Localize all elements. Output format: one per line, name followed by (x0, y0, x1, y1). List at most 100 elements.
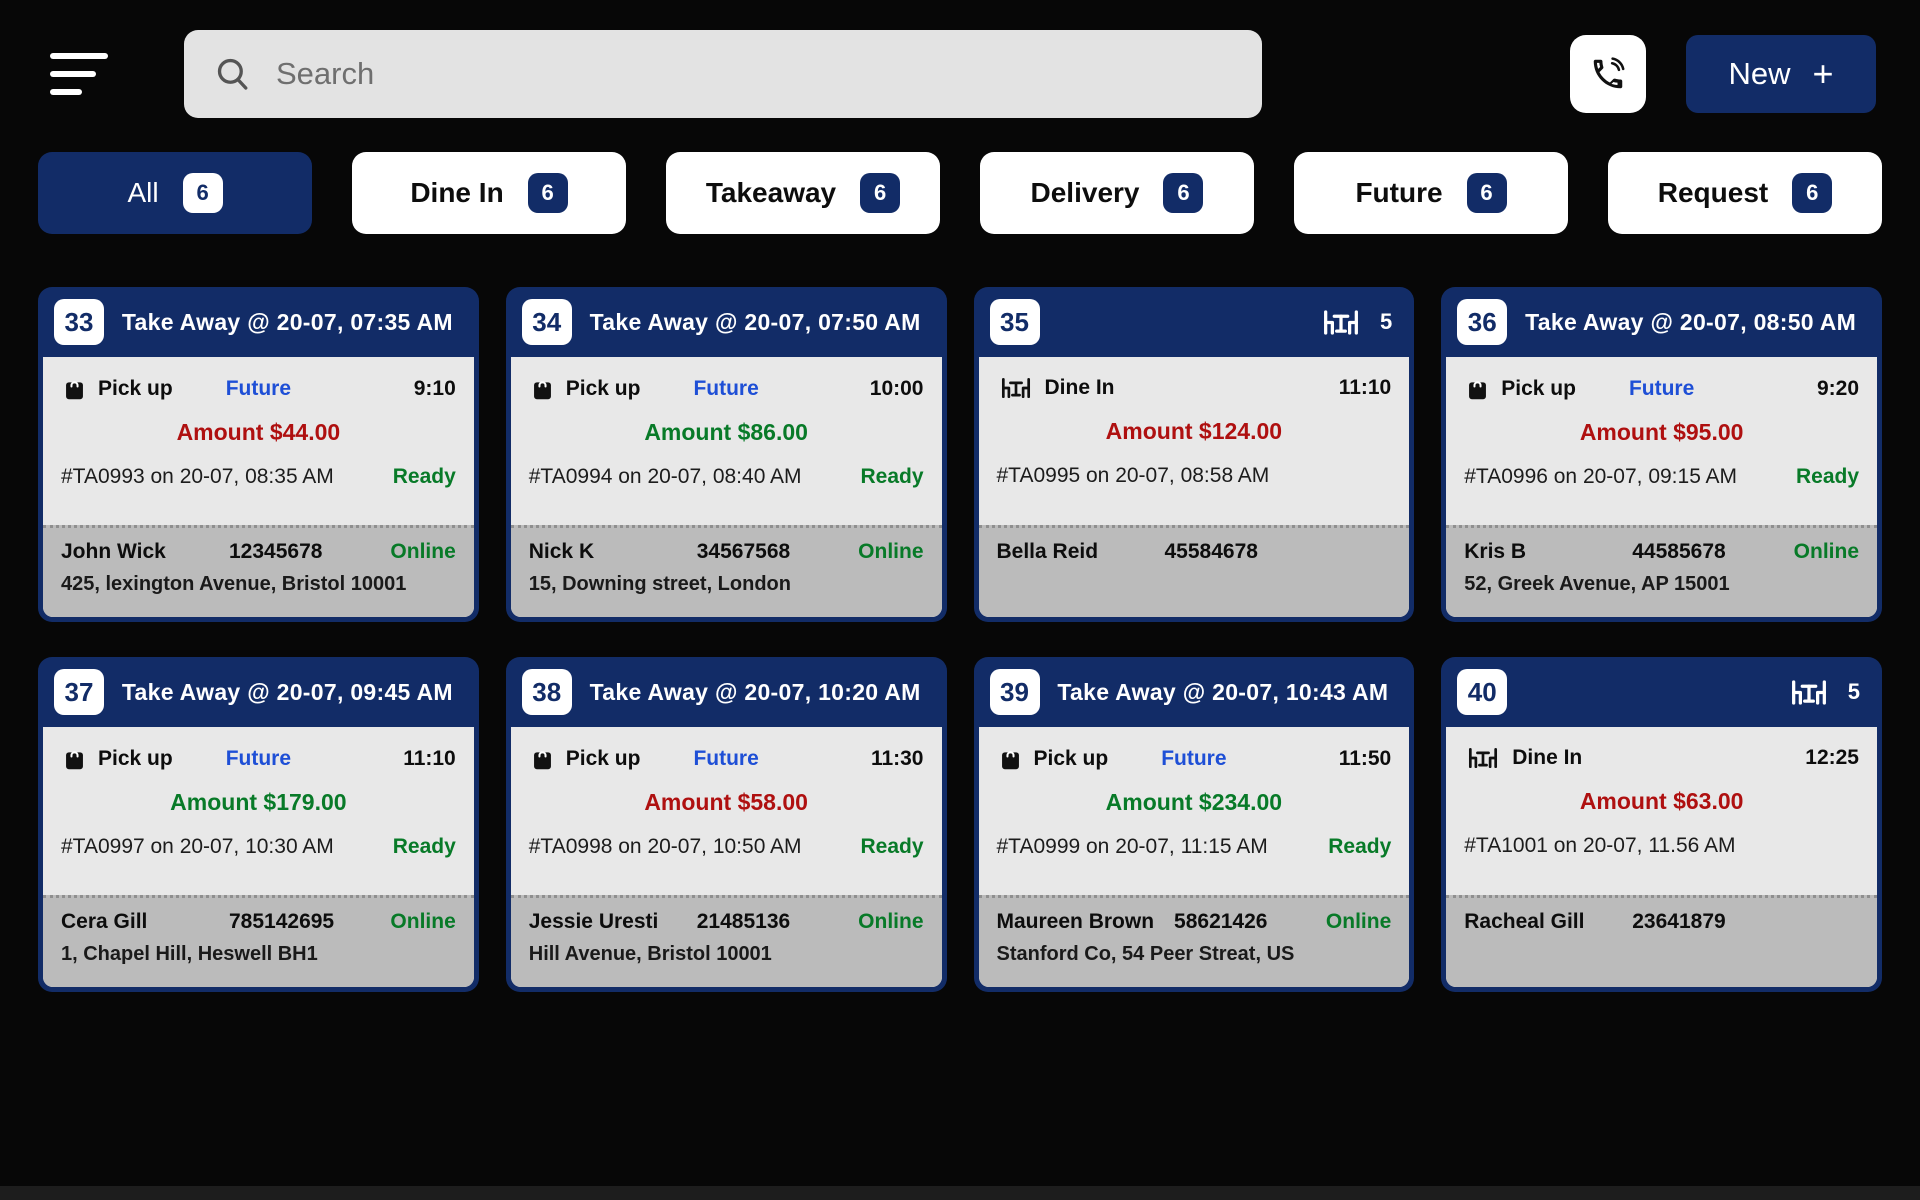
card-header: 37 Take Away @ 20-07, 09:45 AM (38, 657, 479, 727)
tab-dine-in[interactable]: Dine In 6 (352, 152, 626, 234)
bottom-bar (0, 1186, 1920, 1200)
due-time: 11:50 (1338, 746, 1392, 770)
pickup-bag-icon (529, 745, 556, 772)
status-badge: Ready (1795, 465, 1859, 488)
status-badge: Ready (860, 465, 924, 488)
customer-address: Stanford Co, 54 Peer Streat, US (996, 943, 1295, 965)
menu-line (50, 53, 108, 59)
table-number: 5 (1847, 679, 1860, 704)
customer-phone: 785142695 (229, 910, 335, 933)
search-input[interactable] (276, 56, 1234, 92)
future-tag: Future (225, 376, 292, 400)
new-order-button[interactable]: New + (1686, 35, 1876, 113)
customer-name: Nick K (528, 540, 595, 563)
service-label: Pick up (98, 746, 173, 770)
tab-delivery[interactable]: Delivery 6 (980, 152, 1254, 234)
customer-section: Nick K 34567568 Online 15, Downing stree… (510, 525, 942, 617)
new-button-label: New (1728, 56, 1791, 91)
order-ref: #TA0999 on 20-07, 11:15 AM (996, 835, 1268, 858)
tab-count-badge: 6 (182, 173, 223, 213)
pickup-bag-icon (61, 375, 88, 402)
order-ref: #TA0993 on 20-07, 08:35 AM (61, 465, 334, 488)
order-amount: Amount $86.00 (644, 419, 808, 445)
order-number-badge: 39 (989, 669, 1040, 715)
service-label: Pick up (98, 376, 173, 400)
card-header: 34 Take Away @ 20-07, 07:50 AM (506, 287, 947, 357)
due-time: 11:30 (870, 746, 924, 770)
status-badge: Ready (860, 835, 924, 858)
service-label: Dine In (1512, 746, 1583, 769)
tab-count-badge: 6 (1466, 173, 1507, 213)
customer-address: 425, lexington Avenue, Bristol 10001 (61, 573, 407, 595)
order-card-33[interactable]: 33 Take Away @ 20-07, 07:35 AM Pick up F… (38, 287, 479, 622)
order-card-36[interactable]: 36 Take Away @ 20-07, 08:50 AM Pick up F… (1441, 287, 1882, 622)
tab-takeaway[interactable]: Takeaway 6 (666, 152, 940, 234)
order-card-39[interactable]: 39 Take Away @ 20-07, 10:43 AM Pick up F… (973, 657, 1415, 992)
future-tag: Future (1628, 376, 1695, 400)
tab-count-badge: 6 (860, 173, 901, 213)
order-amount: Amount $124.00 (1105, 418, 1283, 444)
menu-line (50, 71, 96, 77)
tab-count-badge: 6 (1163, 173, 1204, 213)
customer-name: Racheal Gill (1464, 910, 1585, 933)
tab-future[interactable]: Future 6 (1294, 152, 1568, 234)
search-bar[interactable] (184, 30, 1262, 118)
plus-icon: + (1812, 53, 1834, 94)
customer-phone: 45584678 (1164, 540, 1258, 563)
orders-grid: 33 Take Away @ 20-07, 07:35 AM Pick up F… (0, 287, 1920, 992)
customer-section: Kris B 44585678 Online 52, Greek Avenue,… (1446, 525, 1877, 617)
card-header: 38 Take Away @ 20-07, 10:20 AM (506, 657, 947, 727)
order-amount: Amount $95.00 (1579, 419, 1744, 445)
customer-phone: 58621426 (1174, 910, 1268, 933)
future-tag: Future (1161, 746, 1227, 770)
order-card-38[interactable]: 38 Take Away @ 20-07, 10:20 AM Pick up F… (505, 657, 947, 992)
order-amount: Amount $179.00 (170, 789, 347, 815)
customer-phone: 12345678 (229, 540, 323, 563)
tab-all[interactable]: All 6 (38, 152, 312, 234)
customer-phone: 21485136 (696, 910, 791, 933)
top-bar: New + (0, 0, 1920, 120)
future-tag: Future (225, 746, 292, 770)
tab-label: All (127, 177, 159, 208)
customer-address: 1, Chapel Hill, Heswell BH1 (61, 943, 318, 965)
service-label: Pick up (1501, 376, 1576, 400)
due-time: 12:25 (1805, 746, 1859, 769)
customer-section: Cera Gill 785142695 Online 1, Chapel Hil… (43, 895, 474, 987)
pickup-bag-icon (997, 745, 1024, 772)
due-time: 9:10 (413, 376, 456, 400)
customer-address: 15, Downing street, London (528, 573, 791, 595)
tab-label: Delivery (1030, 177, 1140, 208)
order-card-37[interactable]: 37 Take Away @ 20-07, 09:45 AM Pick up F… (38, 657, 479, 992)
status-badge: Ready (1328, 835, 1392, 858)
customer-name: Cera Gill (61, 910, 148, 933)
menu-icon[interactable] (50, 50, 108, 98)
tab-label: Dine In (410, 177, 504, 208)
order-ref: #TA0994 on 20-07, 08:40 AM (528, 465, 802, 488)
phone-call-button[interactable] (1570, 35, 1646, 113)
card-header: 35 5 (974, 287, 1415, 357)
order-card-40[interactable]: 40 5 Dine In 12:25 Amount (1441, 657, 1882, 992)
tab-label: Request (1657, 177, 1769, 208)
order-number-badge: 33 (54, 299, 104, 345)
phone-icon (1589, 55, 1627, 93)
tab-request[interactable]: Request 6 (1608, 152, 1882, 234)
order-channel: Online (390, 540, 456, 563)
order-header-text: Take Away @ 20-07, 07:35 AM (121, 308, 453, 335)
tab-label: Takeaway (705, 177, 837, 208)
customer-phone: 44585678 (1632, 540, 1726, 563)
order-ref: #TA0997 on 20-07, 10:30 AM (61, 835, 334, 858)
pickup-bag-icon (61, 745, 88, 772)
due-time: 10:00 (869, 376, 924, 400)
order-channel: Online (858, 910, 924, 933)
dine-in-table-icon (997, 375, 1035, 401)
customer-section: Bella Reid 45584678 (978, 525, 1410, 617)
order-card-34[interactable]: 34 Take Away @ 20-07, 07:50 AM Pick up F… (505, 287, 947, 622)
order-ref: #TA0996 on 20-07, 09:15 AM (1464, 465, 1738, 488)
order-card-35[interactable]: 35 5 Dine In 11:10 Amount (973, 287, 1415, 622)
order-number-badge: 38 (521, 669, 572, 715)
due-time: 11:10 (403, 746, 456, 770)
card-header: 40 5 (1441, 657, 1882, 727)
dine-in-table-icon (1464, 745, 1502, 771)
service-label: Pick up (565, 376, 641, 400)
order-amount: Amount $234.00 (1105, 789, 1283, 815)
